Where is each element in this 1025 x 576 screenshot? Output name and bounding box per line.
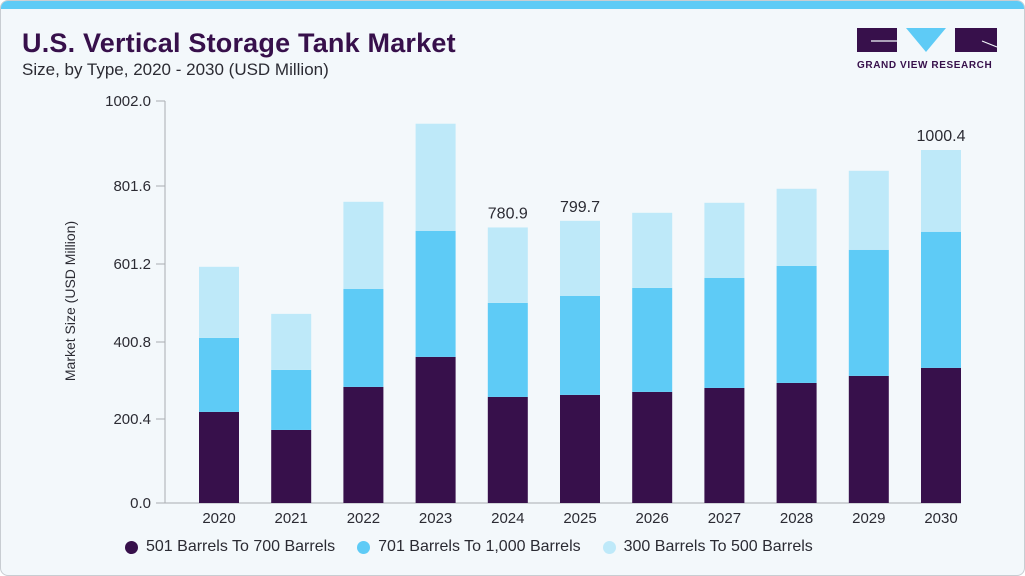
- legend-label: 701 Barrels To 1,000 Barrels: [378, 538, 581, 555]
- bar-segment-2028-series-1: [776, 265, 817, 383]
- bar-segment-2026-series-0: [632, 391, 673, 503]
- bar-segment-2020-series-2: [199, 266, 239, 338]
- x-tick-label: 2021: [275, 510, 308, 527]
- grand-view-research-logo-icon: [857, 28, 998, 52]
- legend-item: 501 Barrels To 700 Barrels: [125, 538, 335, 556]
- bar-segment-2030-series-2: [921, 150, 961, 232]
- bar-segment-2022-series-0: [343, 386, 384, 503]
- bar-stack-2027: [704, 202, 745, 503]
- bar-stack-2020: [199, 266, 239, 503]
- top-accent-bar: [1, 1, 1024, 9]
- bar-segment-2024-series-0: [487, 396, 528, 503]
- bar-segment-2030-series-1: [921, 231, 961, 368]
- x-tick-label: 2027: [708, 510, 741, 527]
- bar-segment-2022-series-2: [343, 201, 384, 289]
- x-tick-label: 2023: [419, 510, 452, 527]
- bar-segment-2020-series-0: [199, 411, 239, 503]
- bar-segment-2029-series-2: [848, 170, 889, 250]
- bar-segment-2027-series-1: [704, 277, 745, 388]
- bar-segment-2029-series-0: [848, 375, 889, 503]
- bar-segment-2022-series-1: [343, 288, 384, 387]
- bar-stack-2029: [848, 170, 889, 503]
- bar-segment-2028-series-0: [776, 382, 817, 503]
- bar-segment-2029-series-1: [848, 249, 889, 376]
- legend-item: 300 Barrels To 500 Barrels: [602, 538, 813, 556]
- bar-stack-2030: [921, 150, 961, 503]
- bar-stack-2028: [776, 188, 817, 503]
- bar-segment-2026-series-2: [632, 212, 673, 288]
- y-axis-title: Market Size (USD Million): [62, 221, 78, 381]
- bar-stack-2021: [271, 313, 312, 503]
- chart-title: U.S. Vertical Storage Tank Market: [22, 28, 456, 58]
- legend-dot-icon: [125, 540, 138, 554]
- x-tick-label: 2026: [636, 510, 669, 527]
- bar-segment-2024-series-2: [487, 227, 528, 303]
- bar-segment-2020-series-1: [199, 337, 239, 412]
- bar-segment-2025-series-0: [560, 394, 600, 503]
- bar-segment-2024-series-1: [487, 302, 528, 397]
- bar-stack-2022: [343, 201, 384, 503]
- legend-dot-icon: [602, 540, 616, 554]
- data-label-2030: 1000.4: [917, 128, 966, 145]
- bar-segment-2025-series-2: [560, 220, 600, 296]
- legend-label: 300 Barrels To 500 Barrels: [623, 538, 813, 555]
- x-tick-label: 2025: [563, 510, 596, 527]
- legend-item: 701 Barrels To 1,000 Barrels: [357, 538, 581, 556]
- bar-segment-2023-series-1: [415, 230, 456, 357]
- x-tick-label: 2024: [491, 510, 524, 527]
- y-tick-label: 601.2: [113, 256, 151, 273]
- bar-segment-2021-series-0: [271, 429, 312, 503]
- x-tick-label: 2022: [347, 510, 380, 527]
- data-label-2024: 780.9: [488, 205, 528, 222]
- bar-segment-2021-series-1: [271, 369, 312, 430]
- y-tick-label: 0.0: [130, 495, 151, 512]
- bar-stack-2024: [487, 227, 528, 503]
- x-tick-label: 2030: [924, 510, 957, 527]
- legend-label: 501 Barrels To 700 Barrels: [146, 538, 336, 555]
- y-tick-label: 801.6: [113, 178, 151, 195]
- x-tick-label: 2028: [780, 510, 813, 527]
- logo-text: GRAND VIEW RESEARCH: [857, 60, 993, 71]
- y-tick-label: 200.4: [113, 411, 151, 428]
- bar-segment-2023-series-2: [415, 123, 456, 231]
- bar-stack-2025: [560, 220, 600, 503]
- y-tick-label: 1002.0: [105, 93, 151, 110]
- bar-segment-2021-series-2: [271, 313, 312, 370]
- bar-segment-2025-series-1: [560, 295, 600, 395]
- bar-segment-2027-series-2: [704, 202, 745, 278]
- bar-segment-2030-series-0: [921, 367, 961, 503]
- chart-legend: 501 Barrels To 700 Barrels 701 Barrels To…: [125, 538, 835, 556]
- bar-segment-2026-series-1: [632, 287, 673, 392]
- bar-segment-2023-series-0: [415, 356, 456, 503]
- data-label-2025: 799.7: [560, 199, 600, 216]
- bar-stack-2026: [632, 212, 673, 503]
- chart-subtitle: Size, by Type, 2020 - 2030 (USD Million): [22, 60, 329, 79]
- y-tick-label: 400.8: [113, 334, 151, 351]
- x-tick-label: 2020: [202, 510, 235, 527]
- bar-stack-2023: [415, 123, 456, 503]
- x-tick-label: 2029: [852, 510, 885, 527]
- bar-segment-2027-series-0: [704, 387, 745, 503]
- legend-dot-icon: [357, 540, 371, 554]
- bar-segment-2028-series-2: [776, 188, 817, 266]
